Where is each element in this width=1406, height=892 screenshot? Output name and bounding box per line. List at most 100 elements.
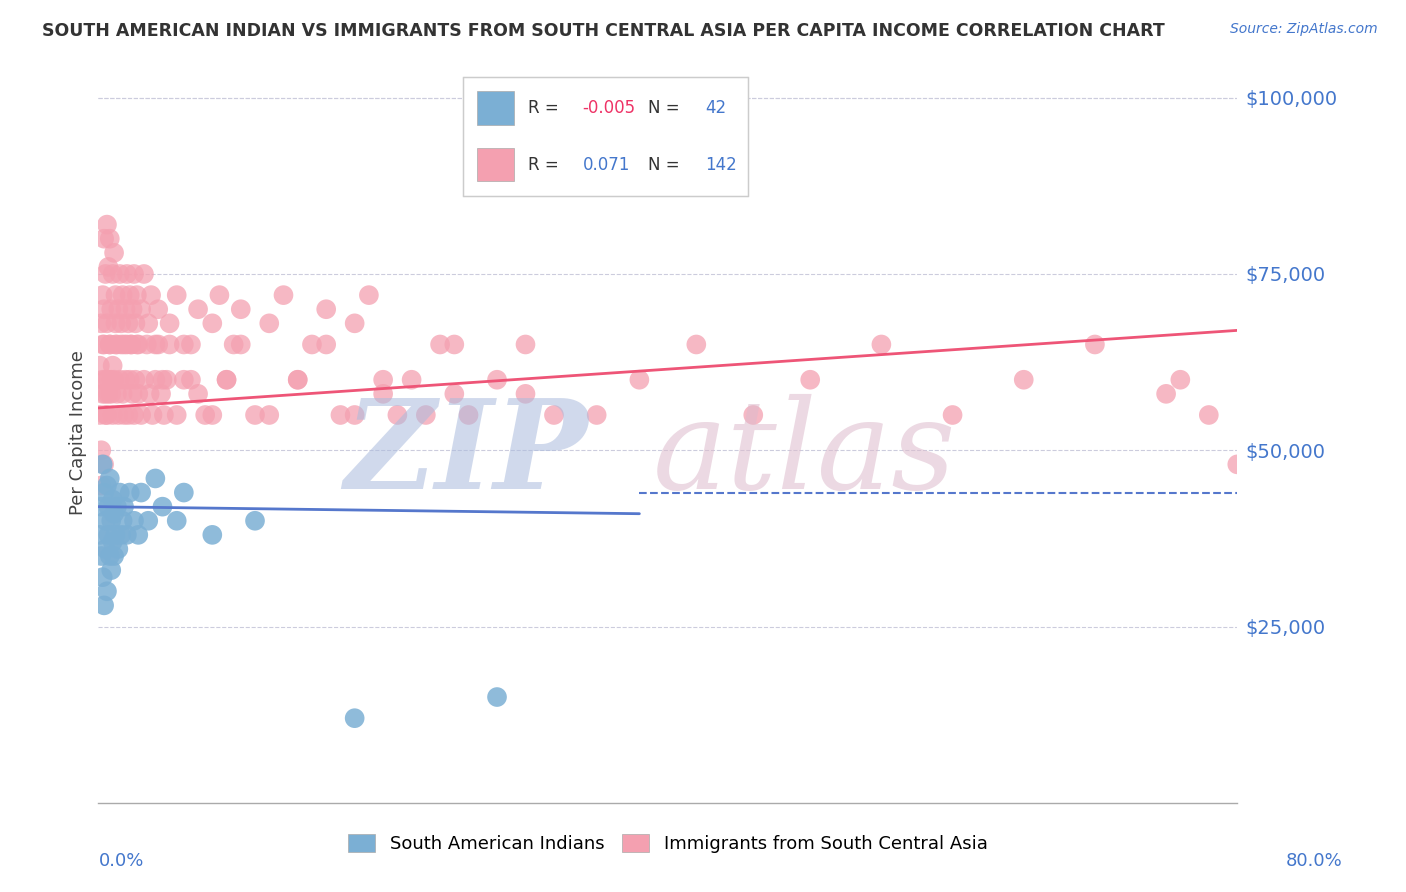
Point — [110, 528, 132, 542]
Point — [166, 514, 188, 528]
Point — [329, 408, 352, 422]
Point — [97, 528, 120, 542]
Point — [93, 458, 115, 472]
Text: ZIP: ZIP — [344, 394, 588, 516]
Point — [91, 373, 114, 387]
Point — [132, 373, 155, 387]
Point — [120, 337, 142, 351]
Point — [105, 387, 128, 401]
Point — [243, 408, 266, 422]
Point — [222, 337, 245, 351]
Point — [373, 387, 395, 401]
Point — [101, 267, 124, 281]
Point — [100, 387, 122, 401]
Point — [150, 387, 173, 401]
Point — [145, 471, 167, 485]
Point — [129, 485, 152, 500]
Point — [136, 316, 159, 330]
Point — [159, 337, 181, 351]
Point — [139, 288, 162, 302]
Point — [117, 316, 139, 330]
Point — [173, 337, 195, 351]
Point — [111, 514, 134, 528]
Point — [101, 492, 124, 507]
Point — [111, 288, 134, 302]
Point — [515, 387, 537, 401]
Point — [942, 408, 965, 422]
Point — [101, 408, 124, 422]
Point — [100, 302, 122, 317]
Point — [114, 373, 136, 387]
Point — [201, 528, 224, 542]
Point — [94, 387, 117, 401]
Point — [98, 232, 121, 246]
Point — [141, 408, 163, 422]
Point — [122, 408, 145, 422]
Point — [93, 485, 115, 500]
Point — [486, 373, 509, 387]
Point — [152, 373, 174, 387]
Point — [107, 541, 129, 556]
Point — [100, 373, 122, 387]
Point — [159, 316, 181, 330]
Point — [415, 408, 437, 422]
Point — [105, 337, 128, 351]
Y-axis label: Per Capita Income: Per Capita Income — [69, 351, 87, 515]
Point — [125, 337, 148, 351]
Point — [543, 408, 565, 422]
Point — [91, 458, 114, 472]
Point — [89, 359, 111, 373]
Point — [401, 373, 423, 387]
Point — [138, 387, 160, 401]
Point — [94, 373, 117, 387]
Point — [515, 337, 537, 351]
Point — [98, 549, 121, 563]
Point — [101, 359, 124, 373]
Point — [152, 500, 174, 514]
Point — [173, 373, 195, 387]
Point — [107, 408, 129, 422]
Point — [243, 514, 266, 528]
Point — [101, 535, 124, 549]
Point — [97, 373, 120, 387]
Point — [115, 267, 138, 281]
Point — [129, 408, 152, 422]
Point — [429, 337, 451, 351]
Point — [585, 408, 607, 422]
Point — [357, 288, 380, 302]
Point — [90, 443, 112, 458]
Point — [1154, 387, 1177, 401]
Point — [112, 408, 135, 422]
Text: SOUTH AMERICAN INDIAN VS IMMIGRANTS FROM SOUTH CENTRAL ASIA PER CAPITA INCOME CO: SOUTH AMERICAN INDIAN VS IMMIGRANTS FROM… — [42, 22, 1166, 40]
Point — [93, 599, 115, 613]
Point — [180, 337, 202, 351]
Point — [201, 316, 224, 330]
Point — [742, 408, 765, 422]
Point — [153, 408, 176, 422]
Point — [145, 373, 167, 387]
Point — [148, 337, 170, 351]
Point — [90, 478, 112, 492]
Point — [148, 302, 170, 317]
Point — [94, 541, 117, 556]
Point — [1084, 337, 1107, 351]
Legend: South American Indians, Immigrants from South Central Asia: South American Indians, Immigrants from … — [340, 827, 995, 861]
Point — [215, 373, 238, 387]
Point — [343, 316, 366, 330]
Point — [685, 337, 707, 351]
Point — [96, 316, 118, 330]
Point — [104, 528, 127, 542]
Point — [287, 373, 309, 387]
Point — [115, 528, 138, 542]
Point — [127, 528, 149, 542]
Point — [93, 337, 115, 351]
Text: 80.0%: 80.0% — [1286, 852, 1343, 870]
Point — [194, 408, 217, 422]
Point — [103, 549, 125, 563]
Point — [259, 408, 281, 422]
Point — [166, 408, 188, 422]
Point — [124, 373, 146, 387]
Point — [117, 408, 139, 422]
Point — [96, 584, 118, 599]
Point — [103, 373, 125, 387]
